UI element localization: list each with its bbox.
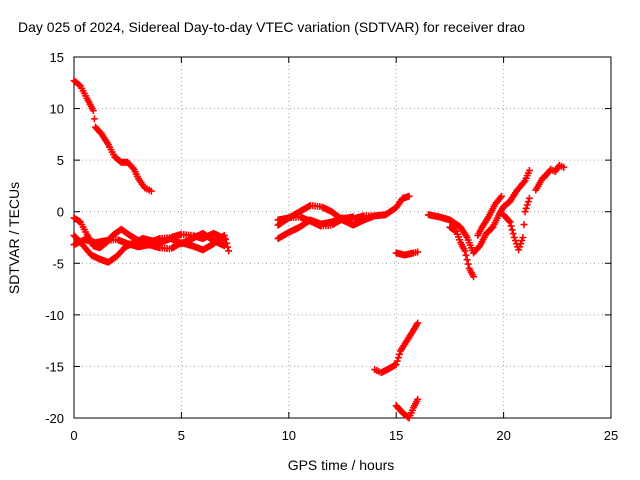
series-arc-14 bbox=[500, 194, 533, 254]
series-arc-3 bbox=[70, 229, 228, 266]
data-point bbox=[464, 260, 472, 268]
x-tick-label: 5 bbox=[178, 428, 185, 443]
x-tick-label: 20 bbox=[496, 428, 510, 443]
series-arc-15 bbox=[532, 161, 568, 194]
x-tick-label: 25 bbox=[604, 428, 618, 443]
data-point bbox=[462, 251, 470, 259]
data-point bbox=[475, 243, 483, 251]
y-tick-label: -15 bbox=[45, 359, 64, 374]
series-arc-11 bbox=[424, 166, 533, 257]
data-point bbox=[405, 192, 413, 200]
data-point bbox=[220, 231, 228, 239]
data-point bbox=[521, 208, 529, 216]
data-point bbox=[414, 319, 422, 327]
axis-ticks: 0 5 10 15 20 25 -20 -15 -10 -5 0 5 10 15 bbox=[45, 50, 618, 443]
chart-title: Day 025 of 2024, Sidereal Day-to-day VTE… bbox=[18, 19, 525, 35]
x-axis-label: GPS time / hours bbox=[288, 457, 395, 473]
x-tick-label: 0 bbox=[70, 428, 77, 443]
data-point bbox=[90, 115, 98, 123]
y-tick-label: 0 bbox=[57, 205, 64, 220]
y-tick-label: 15 bbox=[50, 50, 64, 65]
series-arc-7 bbox=[274, 213, 357, 230]
y-tick-label: -5 bbox=[52, 256, 64, 271]
data-point bbox=[394, 354, 402, 362]
data-point bbox=[89, 107, 97, 115]
y-tick-label: -10 bbox=[45, 308, 64, 323]
data-point bbox=[225, 247, 233, 255]
data-point bbox=[509, 230, 517, 238]
data-point bbox=[508, 226, 516, 234]
data-point bbox=[525, 194, 533, 202]
data-point bbox=[523, 201, 531, 209]
data-point bbox=[524, 198, 532, 206]
data-point bbox=[470, 273, 478, 281]
y-tick-label: -20 bbox=[45, 411, 64, 426]
data-point bbox=[505, 217, 513, 225]
data-point bbox=[75, 81, 83, 89]
data-point bbox=[525, 166, 533, 174]
data-point bbox=[414, 248, 422, 256]
data-point bbox=[349, 213, 357, 221]
data-point bbox=[395, 350, 403, 358]
data-point bbox=[223, 239, 231, 247]
data-point bbox=[392, 360, 400, 368]
data-point bbox=[381, 211, 389, 219]
data-point bbox=[560, 163, 568, 171]
data-point bbox=[224, 243, 232, 251]
data-point bbox=[507, 222, 515, 230]
series-arc-8 bbox=[392, 248, 422, 259]
series-arc-13 bbox=[474, 192, 505, 239]
data-points bbox=[70, 77, 568, 422]
grid-lines bbox=[74, 57, 611, 418]
data-point bbox=[519, 234, 527, 241]
data-point bbox=[463, 256, 471, 264]
data-point bbox=[497, 192, 505, 200]
y-tick-label: 10 bbox=[50, 102, 64, 117]
data-point bbox=[520, 221, 528, 229]
series-arc-12 bbox=[446, 223, 478, 281]
data-point bbox=[522, 204, 530, 212]
y-tick-label: 5 bbox=[57, 153, 64, 168]
data-point bbox=[414, 395, 422, 403]
data-point bbox=[221, 235, 229, 243]
data-point bbox=[129, 164, 137, 172]
data-point bbox=[461, 247, 469, 255]
y-axis-label: SDTVAR / TECUs bbox=[6, 182, 22, 294]
series-arc-9 bbox=[371, 319, 422, 377]
data-point bbox=[520, 178, 528, 186]
data-point bbox=[393, 357, 401, 365]
data-point bbox=[147, 187, 155, 195]
data-point bbox=[506, 218, 514, 226]
x-tick-label: 10 bbox=[282, 428, 296, 443]
series-arc-1 bbox=[70, 77, 155, 195]
x-tick-label: 15 bbox=[389, 428, 403, 443]
series-arc-4 bbox=[70, 231, 233, 255]
series-arc-10 bbox=[392, 395, 422, 422]
